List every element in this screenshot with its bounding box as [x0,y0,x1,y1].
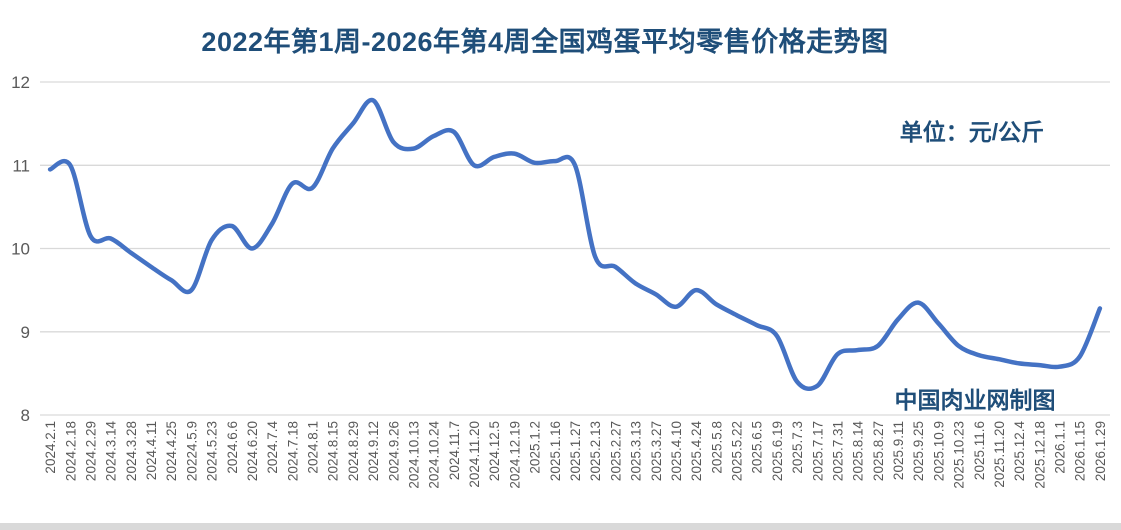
y-tick-label: 12 [11,73,30,92]
x-tick-label: 2025.5.22 [730,421,745,481]
x-tick-label: 2025.9.11 [891,421,906,480]
x-tick-label: 2024.12.5 [487,421,502,481]
x-tick-label: 2024.3.14 [104,421,119,482]
x-tick-label: 2025.6.5 [750,421,765,474]
x-tick-label: 2024.2.1 [43,421,58,474]
x-tick-label: 2025.3.27 [649,421,664,481]
x-tick-label: 2025.4.10 [669,421,684,481]
y-tick-label: 8 [21,406,30,425]
x-tick-label: 2025.7.3 [790,421,805,474]
y-tick-label: 9 [21,323,30,342]
source-watermark: 中国肉业网制图 [894,387,1056,413]
x-tick-label: 2024.7.18 [285,421,300,481]
price-line [47,97,1103,391]
chart-title: 2022年第1周-2026年第4周全国鸡蛋平均零售价格走势图 [201,27,889,57]
x-tick-label: 2025.9.25 [911,421,926,481]
x-tick-label: 2024.8.1 [306,421,321,474]
x-tick-label: 2024.3.28 [124,421,139,481]
x-tick-label: 2025.10.23 [952,421,967,489]
x-tick-label: 2025.8.14 [851,421,866,482]
x-tick-label: 2024.4.25 [164,421,179,481]
bottom-strip [0,523,1121,530]
x-tick-label: 2024.10.24 [427,421,442,489]
x-tick-label: 2024.6.6 [225,421,240,474]
unit-label: 单位：元/公斤 [899,119,1045,145]
x-tick-label: 2025.12.4 [1012,421,1027,482]
x-tick-label: 2024.9.26 [386,421,401,481]
x-tick-label: 2025.2.27 [608,421,623,481]
x-tick-label: 2024.4.11 [144,421,159,480]
x-tick-label: 2025.7.17 [810,421,825,481]
x-tick-label: 2024.10.13 [406,421,421,489]
x-tick-label: 2025.8.27 [871,421,886,481]
x-tick-label: 2025.1.2 [528,421,543,474]
x-tick-label: 2024.8.15 [326,421,341,481]
x-tick-label: 2025.2.13 [588,421,603,481]
x-tick-label: 2025.6.19 [770,421,785,481]
x-tick-label: 2025.1.27 [568,421,583,481]
x-tick-label: 2024.11.7 [447,421,462,480]
x-tick-label: 2025.11.6 [972,421,987,480]
x-tick-label: 2024.5.23 [205,421,220,481]
x-tick-label: 2025.10.9 [931,421,946,481]
x-tick-label: 2026.1.1 [1053,421,1068,474]
y-tick-label: 10 [11,239,30,258]
x-tick-label: 2024.2.29 [83,421,98,481]
x-tick-label: 2026.1.29 [1093,421,1108,481]
x-tick-label: 2025.4.24 [689,421,704,482]
x-tick-label: 20224.5.9 [184,421,199,481]
x-tick-label: 2025.3.13 [629,421,644,481]
x-tick-label: 2026.1.15 [1073,421,1088,481]
x-tick-label: 2024.7.4 [265,421,280,474]
x-tick-label: 2025.11.20 [992,421,1007,488]
x-tick-label: 2025.5.8 [709,421,724,474]
x-tick-label: 2024.12.19 [507,421,522,489]
x-tick-label: 2025.1.16 [548,421,563,481]
x-tick-label: 2024.8.29 [346,421,361,481]
x-tick-label: 2024.11.20 [467,421,482,488]
x-tick-label: 2024.2.18 [63,421,78,481]
x-tick-label: 2024.9.12 [366,421,381,481]
x-tick-label: 2025.12.18 [1032,421,1047,489]
y-tick-label: 11 [12,156,30,175]
x-tick-label: 2024.6.20 [245,421,260,481]
x-tick-label: 2025.7.31 [830,421,845,481]
